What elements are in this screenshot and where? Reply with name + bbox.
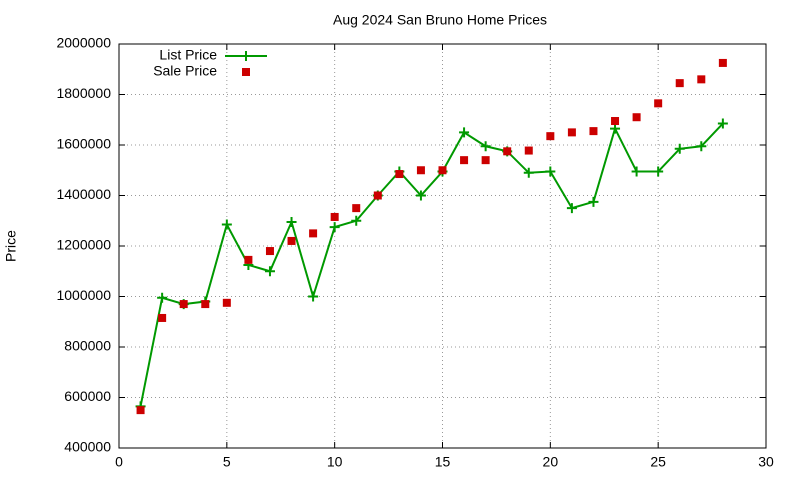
data-point bbox=[308, 291, 319, 302]
y-tick-label: 600000 bbox=[64, 388, 111, 404]
data-point bbox=[481, 156, 490, 165]
x-tick-label: 25 bbox=[650, 454, 666, 470]
data-point bbox=[157, 292, 168, 303]
data-point bbox=[718, 58, 727, 67]
data-point bbox=[524, 146, 533, 155]
x-tick-label: 15 bbox=[435, 454, 451, 470]
chart-title: Aug 2024 San Bruno Home Prices bbox=[333, 12, 547, 28]
x-tick-label: 5 bbox=[223, 454, 231, 470]
data-point bbox=[460, 156, 469, 165]
data-point bbox=[415, 190, 426, 201]
legend-marker bbox=[241, 51, 251, 61]
y-tick-label: 400000 bbox=[64, 439, 111, 455]
data-point bbox=[287, 236, 296, 245]
data-point bbox=[201, 300, 210, 309]
data-point bbox=[221, 219, 232, 230]
data-point bbox=[309, 229, 318, 238]
y-tick-label: 1800000 bbox=[56, 85, 111, 101]
y-axis-label: Price bbox=[3, 230, 19, 262]
data-point bbox=[523, 167, 534, 178]
data-point bbox=[286, 217, 297, 228]
data-point bbox=[653, 166, 664, 177]
data-point bbox=[459, 127, 470, 138]
legend-label: List Price bbox=[159, 47, 217, 63]
data-point bbox=[244, 255, 253, 264]
data-point bbox=[566, 203, 577, 214]
data-point bbox=[330, 212, 339, 221]
data-point bbox=[589, 127, 598, 136]
data-point bbox=[611, 117, 620, 126]
data-point bbox=[158, 313, 167, 322]
data-point bbox=[438, 166, 447, 175]
y-tick-label: 1600000 bbox=[56, 136, 111, 152]
x-tick-label: 10 bbox=[327, 454, 343, 470]
data-point bbox=[588, 196, 599, 207]
x-tick-label: 30 bbox=[758, 454, 774, 470]
data-point bbox=[697, 75, 706, 84]
y-tick-label: 1400000 bbox=[56, 186, 111, 202]
data-point bbox=[480, 141, 491, 152]
data-point bbox=[696, 141, 707, 152]
legend-marker bbox=[242, 68, 250, 76]
y-tick-label: 1200000 bbox=[56, 237, 111, 253]
data-point bbox=[717, 118, 728, 129]
y-tick-label: 800000 bbox=[64, 338, 111, 354]
data-point bbox=[136, 406, 145, 415]
x-tick-label: 0 bbox=[115, 454, 123, 470]
data-point bbox=[265, 247, 274, 256]
data-point bbox=[567, 128, 576, 137]
data-point bbox=[373, 191, 382, 200]
data-point bbox=[674, 143, 685, 154]
data-point bbox=[675, 79, 684, 88]
y-tick-label: 1000000 bbox=[56, 287, 111, 303]
data-point bbox=[503, 147, 512, 156]
data-point bbox=[352, 204, 361, 213]
series-line bbox=[139, 122, 724, 407]
data-point bbox=[631, 166, 642, 177]
data-point bbox=[632, 113, 641, 122]
y-tick-label: 2000000 bbox=[56, 35, 111, 51]
data-point bbox=[222, 298, 231, 307]
x-tick-label: 20 bbox=[543, 454, 559, 470]
legend-label: Sale Price bbox=[153, 63, 217, 79]
data-point bbox=[329, 222, 340, 233]
data-point bbox=[546, 132, 555, 141]
data-point bbox=[654, 99, 663, 108]
data-point bbox=[351, 215, 362, 226]
data-point bbox=[179, 300, 188, 309]
data-point bbox=[395, 170, 404, 179]
data-point bbox=[416, 166, 425, 175]
data-point bbox=[264, 266, 275, 277]
data-point bbox=[610, 123, 621, 134]
data-point bbox=[545, 166, 556, 177]
